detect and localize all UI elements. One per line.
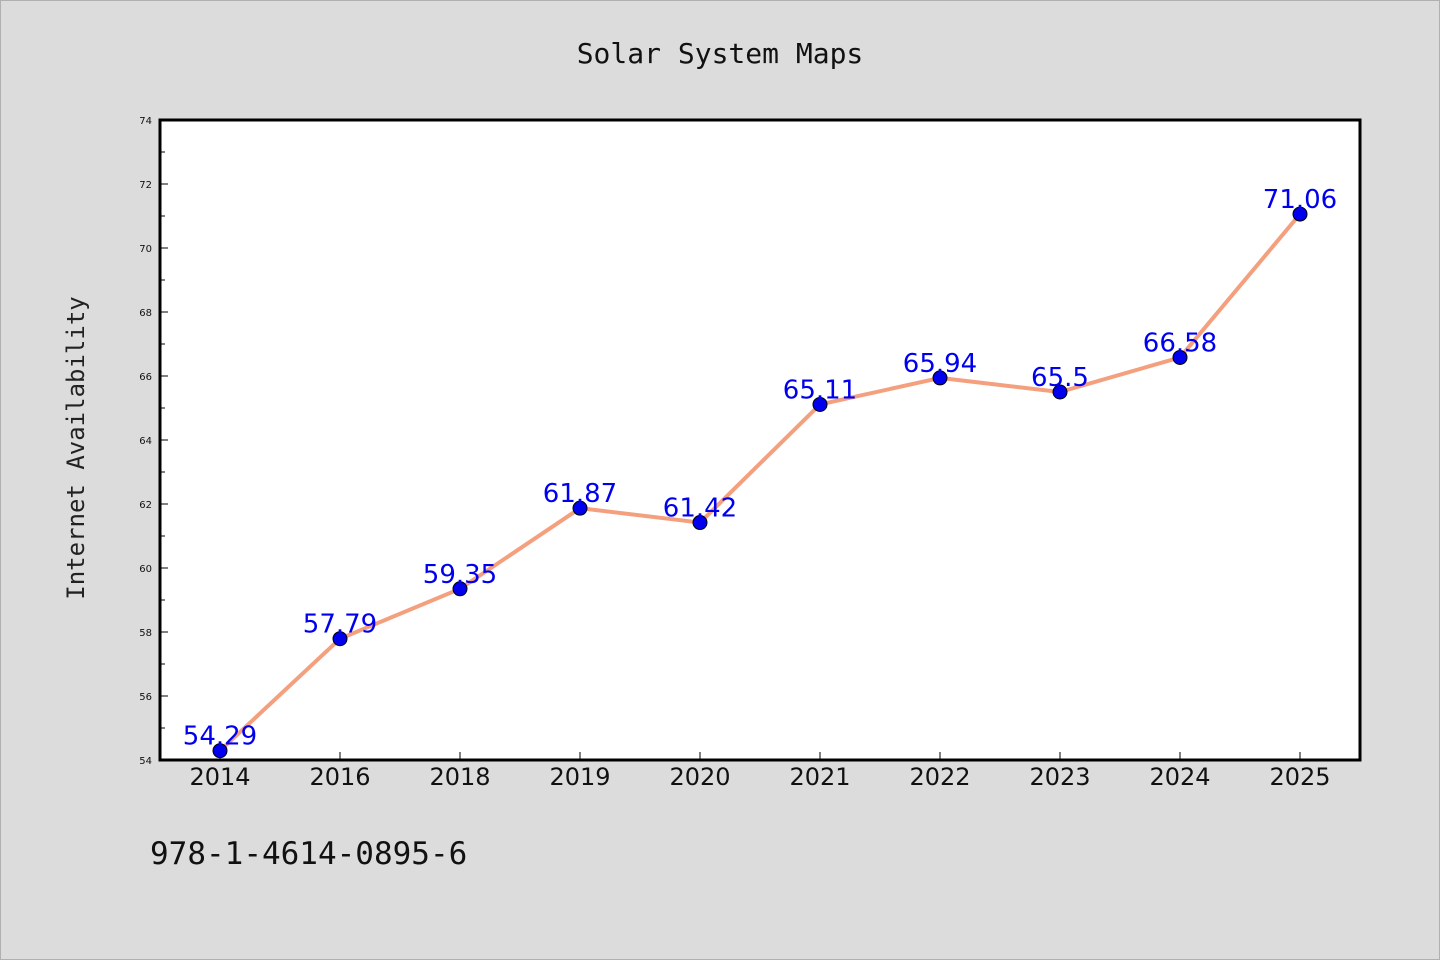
plot-area xyxy=(158,118,1362,762)
series-line xyxy=(218,212,1302,753)
y-tick-label: 70 xyxy=(139,244,152,255)
x-tick-label: 2022 xyxy=(909,763,970,791)
y-tick-label: 58 xyxy=(139,628,152,639)
x-tick-label: 2020 xyxy=(669,763,730,791)
x-tick-label: 2025 xyxy=(1269,763,1330,791)
data-point xyxy=(1292,206,1308,222)
data-label: 59.35 xyxy=(423,560,497,590)
data-point xyxy=(932,370,948,386)
series-line-group xyxy=(218,212,1302,753)
y-tick-label: 64 xyxy=(139,436,152,447)
data-point xyxy=(1052,384,1068,400)
y-tick-label: 56 xyxy=(139,692,152,703)
data-point xyxy=(332,631,348,647)
x-tick-label: 2021 xyxy=(789,763,850,791)
data-labels-group: 54.29 57.79 59.35 61.87 61.42 65.11 65.94 65.5 6… xyxy=(183,185,1337,752)
data-label: 65.11 xyxy=(783,375,857,405)
data-label: 65.5 xyxy=(1031,363,1089,393)
y-tick-label: 72 xyxy=(139,180,152,191)
chart-title: Solar System Maps xyxy=(577,37,864,70)
markers-group xyxy=(212,206,1308,759)
y-tick-label: 62 xyxy=(139,500,152,511)
footer-isbn: 978-1-4614-0895-6 xyxy=(150,836,467,872)
data-label: 57.79 xyxy=(303,610,377,640)
data-point xyxy=(812,396,828,412)
data-label: 61.87 xyxy=(543,479,617,509)
y-tick-label: 54 xyxy=(139,756,152,767)
y-axis: 54 56 58 60 62 64 66 68 70 72 74 xyxy=(139,116,168,767)
data-label: 71.06 xyxy=(1263,185,1337,215)
x-tick-label: 2019 xyxy=(549,763,610,791)
x-tick-label: 2014 xyxy=(189,763,250,791)
data-label: 65.94 xyxy=(903,349,977,379)
data-point xyxy=(212,743,228,759)
data-label: 54.29 xyxy=(183,722,257,752)
x-tick-label: 2023 xyxy=(1029,763,1090,791)
x-tick-label: 2018 xyxy=(429,763,490,791)
x-tick-label: 2024 xyxy=(1149,763,1210,791)
y-tick-label: 74 xyxy=(139,116,152,127)
data-point xyxy=(1172,349,1188,365)
y-tick-label: 66 xyxy=(139,372,152,383)
data-point xyxy=(572,500,588,516)
y-tick-label: 68 xyxy=(139,308,152,319)
y-axis-label: Internet Availability xyxy=(62,296,90,599)
x-axis: 2014 2016 2018 2019 2020 2021 2022 2023 2024 2025 xyxy=(189,752,1331,791)
data-label: 61.42 xyxy=(663,494,737,524)
data-label: 66.58 xyxy=(1143,328,1217,358)
data-point xyxy=(692,515,708,531)
x-tick-label: 2016 xyxy=(309,763,370,791)
y-tick-label: 60 xyxy=(139,564,152,575)
data-point xyxy=(452,581,468,597)
